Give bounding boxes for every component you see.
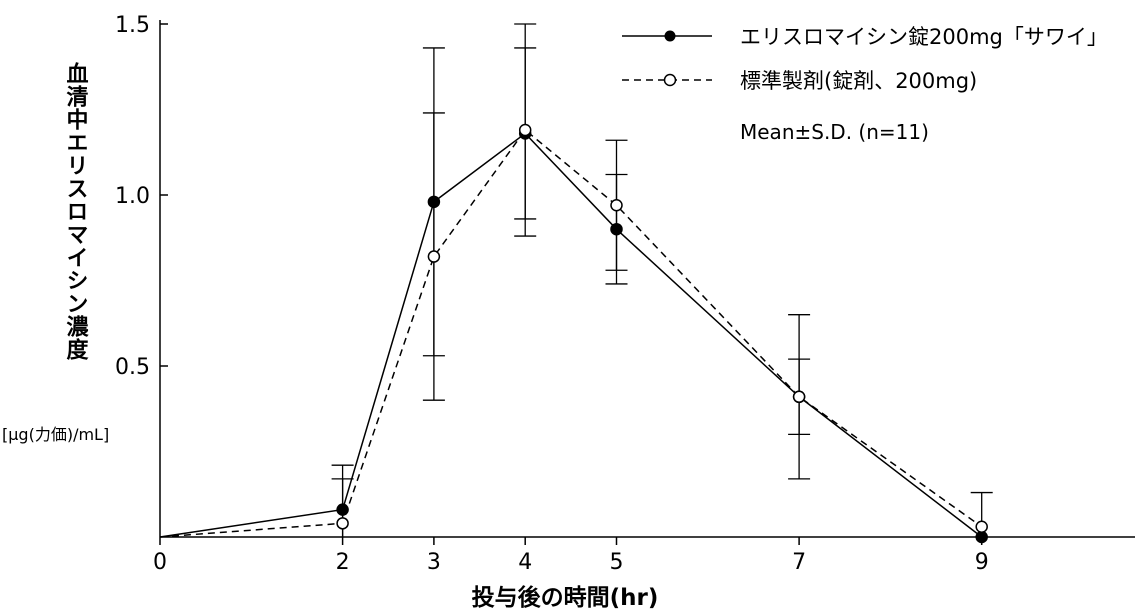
x-tick-label: 7 — [792, 550, 806, 575]
legend-marker-standard — [663, 73, 677, 87]
x-tick-label: 0 — [153, 550, 167, 575]
legend-marker-tablet — [664, 30, 676, 42]
plot-area — [159, 23, 993, 544]
y-axis-unit: [μg(力価)/mL] — [2, 425, 109, 444]
x-tick-label: 5 — [610, 550, 624, 575]
data-point — [427, 250, 441, 263]
y-tick-label: 0.5 — [115, 355, 150, 380]
x-tick-label: 3 — [427, 550, 441, 575]
x-ticks: 0 2 3 4 5 7 9 — [153, 537, 989, 575]
data-point — [336, 517, 349, 530]
data-point — [610, 199, 623, 212]
y-ticks: 0.5 1.0 1.5 — [115, 13, 168, 380]
y-tick-label: 1.5 — [115, 13, 150, 38]
legend-annotation: Mean±S.D. (n=11) — [740, 120, 929, 144]
x-tick-label: 4 — [518, 550, 532, 575]
legend: エリスロマイシン錠200mg「サワイ」 標準製剤(錠剤、200mg) Mean±… — [622, 25, 1108, 144]
data-point — [975, 520, 988, 533]
series-1 — [159, 23, 993, 538]
x-axis-label: 投与後の時間(hr) — [472, 584, 659, 610]
legend-label-tablet: エリスロマイシン錠200mg「サワイ」 — [740, 25, 1108, 49]
series-line — [159, 132, 983, 538]
x-tick-label: 2 — [336, 550, 350, 575]
y-tick-label: 1.0 — [115, 184, 150, 209]
data-point — [792, 390, 806, 404]
y-axis-label: 血清中エリスロマイシン濃度 — [63, 61, 89, 361]
x-tick-label: 9 — [975, 550, 989, 575]
series-line — [159, 128, 983, 538]
legend-label-standard: 標準製剤(錠剤、200mg) — [740, 69, 977, 93]
data-point — [518, 123, 532, 137]
